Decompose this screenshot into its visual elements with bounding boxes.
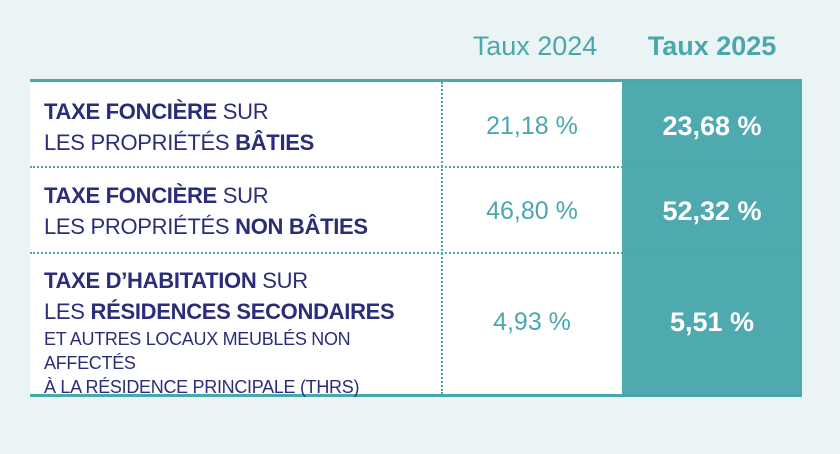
tax-rates-table: TAXE FONCIÈRE SUR LES PROPRIÉTÉS BÂTIES … <box>30 79 802 397</box>
tax-label: TAXE FONCIÈRE SUR LES PROPRIÉTÉS NON BÂT… <box>44 180 430 242</box>
rate-2024: 4,93 % <box>493 308 571 336</box>
label-text: SUR <box>256 268 308 293</box>
rate-2025: 52,32 % <box>662 196 762 226</box>
rate-2024: 46,80 % <box>486 197 578 225</box>
label-text: SUR <box>216 99 269 124</box>
label-line: TAXE D’HABITATION SUR <box>44 265 442 296</box>
label-bold: TAXE FONCIÈRE <box>44 183 217 208</box>
label-line: LES PROPRIÉTÉS NON BÂTIES <box>44 211 430 242</box>
column-header-2024: Taux 2024 <box>472 31 598 61</box>
label-text: LES <box>44 299 91 324</box>
tax-label: TAXE FONCIÈRE SUR LES PROPRIÉTÉS BÂTIES <box>44 96 430 158</box>
label-line: À LA RÉSIDENCE PRINCIPALE (THRS) <box>44 377 360 397</box>
label-bold: RÉSIDENCES SECONDAIRES <box>90 299 395 324</box>
table-row: TAXE FONCIÈRE SUR LES PROPRIÉTÉS NON BÂT… <box>30 167 802 253</box>
rate-2025: 5,51 % <box>669 307 755 337</box>
label-text: LES PROPRIÉTÉS <box>44 214 236 239</box>
label-text: LES PROPRIÉTÉS <box>44 130 236 155</box>
column-header-2025: Taux 2025 <box>647 31 777 61</box>
row-divider <box>30 166 802 168</box>
label-bold: NON BÂTIES <box>235 214 368 239</box>
label-bold: TAXE FONCIÈRE <box>44 99 217 124</box>
label-text: SUR <box>216 183 269 208</box>
tax-label: TAXE D’HABITATION SUR LES RÉSIDENCES SEC… <box>44 265 442 399</box>
row-divider <box>30 252 802 254</box>
rate-2024: 21,18 % <box>486 112 578 140</box>
label-bold: BÂTIES <box>235 130 314 155</box>
label-line: LES PROPRIÉTÉS BÂTIES <box>44 127 430 158</box>
label-line: ET AUTRES LOCAUX MEUBLÉS NON AFFECTÉS <box>44 329 351 373</box>
rate-2025: 23,68 % <box>662 111 762 141</box>
table-row: TAXE FONCIÈRE SUR LES PROPRIÉTÉS BÂTIES … <box>30 82 802 167</box>
label-line: TAXE FONCIÈRE SUR <box>44 96 430 127</box>
table-row: TAXE D’HABITATION SUR LES RÉSIDENCES SEC… <box>30 253 802 397</box>
label-line: TAXE FONCIÈRE SUR <box>44 180 430 211</box>
column-2025-highlight <box>622 82 802 394</box>
column-divider <box>441 82 443 394</box>
label-bold: TAXE D’HABITATION <box>44 268 257 293</box>
label-line: LES RÉSIDENCES SECONDAIRES <box>44 296 442 327</box>
